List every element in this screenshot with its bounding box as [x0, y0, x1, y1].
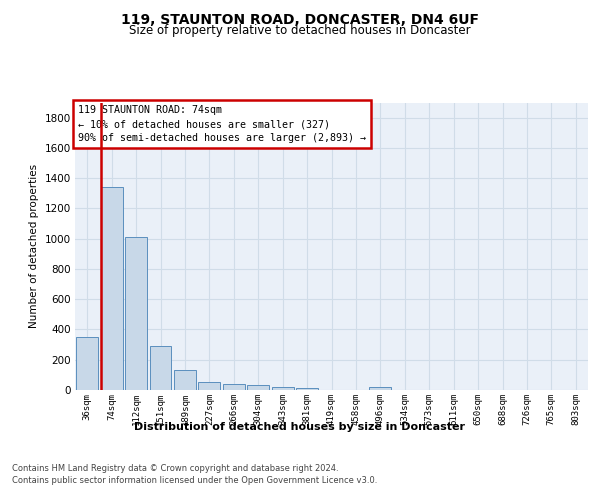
Bar [370, 387, 391, 390]
Text: 119 STAUNTON ROAD: 74sqm
← 10% of detached houses are smaller (327)
90% of semi-: 119 STAUNTON ROAD: 74sqm ← 10% of detach… [77, 106, 365, 144]
Bar [223, 384, 245, 390]
Bar [125, 237, 147, 390]
Bar [272, 387, 293, 390]
Bar [199, 382, 220, 390]
Bar [247, 384, 269, 390]
Y-axis label: Number of detached properties: Number of detached properties [29, 164, 39, 328]
Bar [76, 337, 98, 390]
Text: Distribution of detached houses by size in Doncaster: Distribution of detached houses by size … [134, 422, 466, 432]
Text: 119, STAUNTON ROAD, DONCASTER, DN4 6UF: 119, STAUNTON ROAD, DONCASTER, DN4 6UF [121, 12, 479, 26]
Text: Contains HM Land Registry data © Crown copyright and database right 2024.: Contains HM Land Registry data © Crown c… [12, 464, 338, 473]
Bar [296, 388, 318, 390]
Bar [149, 346, 172, 390]
Text: Size of property relative to detached houses in Doncaster: Size of property relative to detached ho… [129, 24, 471, 37]
Bar [101, 187, 122, 390]
Text: Contains public sector information licensed under the Open Government Licence v3: Contains public sector information licen… [12, 476, 377, 485]
Bar [174, 370, 196, 390]
